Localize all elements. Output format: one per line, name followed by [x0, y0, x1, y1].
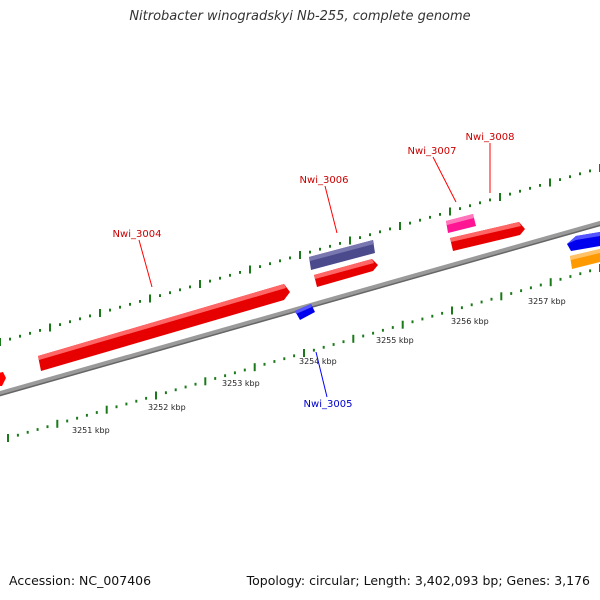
gene-label-nwi-3007[interactable]: Nwi_3007 — [408, 146, 457, 157]
label-leader-nwi-3004 — [138, 239, 153, 288]
scale-label-3257: 3257 kbp — [528, 297, 566, 306]
gene-right-orange[interactable] — [570, 249, 600, 269]
scale-label-3254: 3254 kbp — [299, 357, 337, 366]
genome-backbone — [0, 220, 600, 397]
gene-nwi-3006[interactable] — [314, 259, 378, 287]
scale-label-3256: 3256 kbp — [451, 317, 489, 326]
gene-label-nwi-3004[interactable]: Nwi_3004 — [113, 229, 162, 240]
label-leader-nwi-3005 — [315, 351, 328, 398]
scale-label-3255: 3255 kbp — [376, 336, 414, 345]
gene-label-nwi-3008[interactable]: Nwi_3008 — [466, 132, 515, 143]
gene-nwi-3006-purple[interactable] — [309, 240, 375, 270]
gene-nwi-3005[interactable] — [295, 304, 315, 320]
lower-tick-track — [7, 264, 600, 442]
gene-nwi-3007[interactable] — [446, 214, 476, 233]
upper-tick-track — [0, 164, 600, 346]
gene-label-nwi-3006[interactable]: Nwi_3006 — [300, 175, 349, 186]
gene-label-nwi-3005[interactable]: Nwi_3005 — [304, 399, 353, 410]
gene-right-blue[interactable] — [567, 232, 600, 251]
label-leader-nwi-3006 — [324, 185, 338, 234]
gene-nwi-3004[interactable] — [38, 284, 290, 371]
label-leader-nwi-3007 — [432, 156, 457, 203]
scale-label-3252: 3252 kbp — [148, 403, 186, 412]
accession-text: Accession: NC_007406 — [9, 573, 152, 588]
gene-left-edge[interactable] — [0, 372, 6, 386]
genome-summary-text: Topology: circular; Length: 3,402,093 bp… — [246, 573, 590, 588]
genome-title: Nitrobacter winogradskyi Nb-255, complet… — [129, 9, 471, 24]
scale-label-3253: 3253 kbp — [222, 379, 260, 388]
scale-label-3251: 3251 kbp — [72, 426, 110, 435]
gene-nwi-3008[interactable] — [450, 222, 525, 251]
